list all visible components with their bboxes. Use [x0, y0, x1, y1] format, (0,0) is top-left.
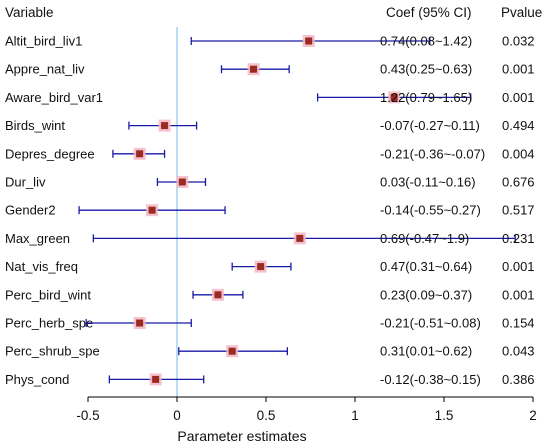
row-variable-label: Depres_degree [5, 146, 95, 161]
row-ci-text: 0.31(0.01~0.62) [380, 344, 472, 359]
forest-row: Depres_degree -0.21(-0.36~-0.07) 0.004 [5, 146, 535, 161]
row-ci-text: 0.74(0.08~1.42) [380, 34, 472, 49]
header-pvalue: Pvalue [501, 5, 542, 20]
forest-row: Perc_shrub_spe 0.31(0.01~0.62) 0.043 [5, 344, 535, 359]
row-ci-text: 0.43(0.25~0.63) [380, 62, 472, 77]
row-variable-label: Perc_shrub_spe [5, 344, 100, 359]
forest-row: Max_green 0.69(-0.47~1.9) 0.231 [5, 231, 535, 246]
row-pvalue: 0.386 [502, 372, 535, 387]
x-tick-label: -0.5 [76, 408, 99, 423]
forest-row: Dur_liv 0.03(-0.11~0.16) 0.676 [5, 175, 535, 190]
row-variable-label: Nat_vis_freq [5, 259, 78, 274]
point-estimate-marker [136, 319, 144, 327]
row-variable-label: Aware_bird_var1 [5, 90, 103, 105]
row-pvalue: 0.004 [502, 146, 535, 161]
point-estimate-marker [178, 178, 186, 186]
row-variable-label: Gender2 [5, 203, 56, 218]
row-ci-text: -0.07(-0.27~0.11) [380, 118, 480, 133]
row-variable-label: Appre_nat_liv [5, 62, 85, 77]
row-variable-label: Phys_cond [5, 372, 69, 387]
x-tick-label: 1 [351, 408, 359, 423]
row-pvalue: 0.001 [502, 287, 535, 302]
point-estimate-marker [161, 122, 169, 130]
row-pvalue: 0.032 [502, 34, 535, 49]
row-ci-text: 0.69(-0.47~1.9) [380, 231, 469, 246]
row-ci-text: 0.47(0.31~0.64) [380, 259, 472, 274]
point-estimate-marker [250, 65, 258, 73]
row-pvalue: 0.676 [502, 175, 535, 190]
forest-row: Appre_nat_liv 0.43(0.25~0.63) 0.001 [5, 62, 535, 77]
row-pvalue: 0.001 [502, 90, 535, 105]
x-axis-title: Parameter estimates [177, 428, 306, 444]
forest-row: Altit_bird_liv1 0.74(0.08~1.42) 0.032 [5, 34, 535, 49]
row-ci-text: 0.23(0.09~0.37) [380, 287, 472, 302]
forest-row: Perc_bird_wint 0.23(0.09~0.37) 0.001 [5, 287, 535, 302]
point-estimate-marker [390, 93, 398, 101]
row-variable-label: Dur_liv [5, 175, 46, 190]
row-ci-text: -0.21(-0.51~0.08) [380, 316, 481, 331]
row-variable-label: Perc_herb_spe [5, 316, 93, 331]
row-ci-text: 1.22(0.79~1.65) [380, 90, 472, 105]
forest-row: Birds_wint -0.07(-0.27~0.11) 0.494 [5, 118, 535, 133]
x-tick-label: 0.5 [257, 408, 276, 423]
header-variable: Variable [5, 5, 54, 20]
x-tick-label: 1.5 [435, 408, 454, 423]
row-ci-text: -0.12(-0.38~0.15) [380, 372, 481, 387]
forest-row: Gender2 -0.14(-0.55~0.27) 0.517 [5, 203, 535, 218]
x-tick-label: 0 [173, 408, 181, 423]
x-tick-label: 2 [529, 408, 537, 423]
point-estimate-marker [148, 206, 156, 214]
row-pvalue: 0.043 [502, 344, 535, 359]
point-estimate-marker [296, 234, 304, 242]
x-axis: -0.5 0 0.5 1 1.5 2 [76, 396, 537, 423]
point-estimate-marker [228, 347, 236, 355]
point-estimate-marker [152, 375, 160, 383]
header-coef: Coef (95% CI) [386, 5, 472, 20]
row-pvalue: 0.231 [502, 231, 535, 246]
forest-row: Phys_cond -0.12(-0.38~0.15) 0.386 [5, 372, 535, 387]
forest-row: Nat_vis_freq 0.47(0.31~0.64) 0.001 [5, 259, 535, 274]
forest-rows: Altit_bird_liv1 0.74(0.08~1.42) 0.032 Appre… [5, 34, 535, 387]
row-pvalue: 0.517 [502, 203, 535, 218]
row-ci-text: -0.21(-0.36~-0.07) [380, 146, 485, 161]
forest-row: Perc_herb_spe -0.21(-0.51~0.08) 0.154 [5, 316, 535, 331]
point-estimate-marker [136, 150, 144, 158]
row-variable-label: Perc_bird_wint [5, 287, 91, 302]
row-ci-text: -0.14(-0.55~0.27) [380, 203, 481, 218]
row-pvalue: 0.001 [502, 62, 535, 77]
row-ci-text: 0.03(-0.11~0.16) [380, 175, 476, 190]
point-estimate-marker [257, 263, 265, 271]
point-estimate-marker [305, 37, 313, 45]
row-pvalue: 0.001 [502, 259, 535, 274]
row-variable-label: Birds_wint [5, 118, 65, 133]
row-pvalue: 0.154 [502, 316, 535, 331]
forest-row: Aware_bird_var1 1.22(0.79~1.65) 0.001 [5, 90, 535, 105]
row-pvalue: 0.494 [502, 118, 535, 133]
row-variable-label: Max_green [5, 231, 70, 246]
row-variable-label: Altit_bird_liv1 [5, 34, 82, 49]
point-estimate-marker [214, 291, 222, 299]
